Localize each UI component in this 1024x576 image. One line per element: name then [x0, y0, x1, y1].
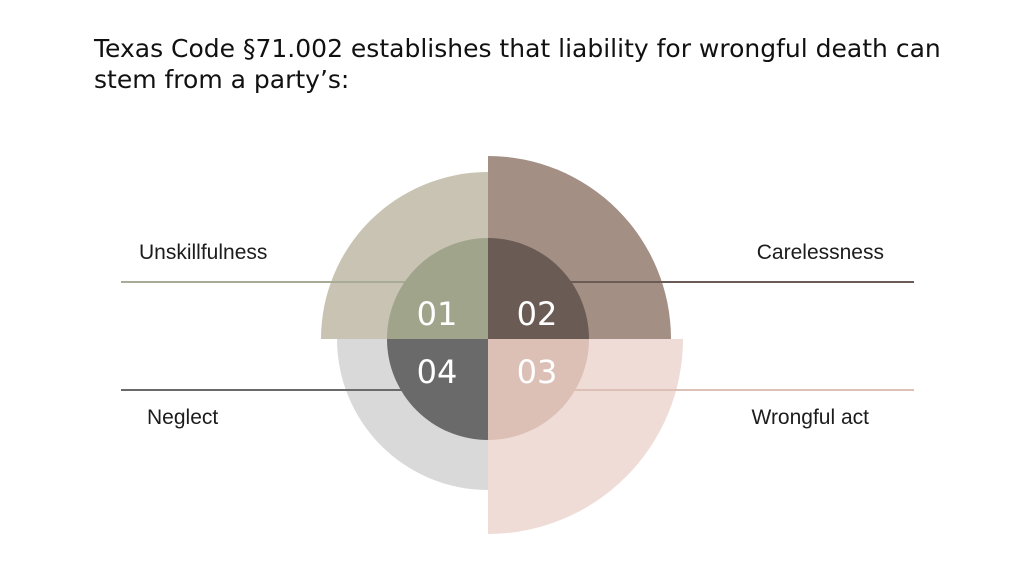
- label-carelessness: Carelessness: [757, 241, 884, 264]
- number-01: 01: [417, 295, 458, 333]
- sector-02-inner: [488, 238, 589, 339]
- label-unskillfulness: Unskillfulness: [139, 241, 267, 264]
- number-02: 02: [517, 295, 558, 333]
- sector-04-inner: [387, 339, 488, 440]
- label-wrongful-act: Wrongful act: [752, 406, 870, 429]
- sector-01-inner: [387, 238, 488, 339]
- label-neglect: Neglect: [147, 406, 218, 429]
- number-04: 04: [417, 353, 458, 391]
- number-03: 03: [517, 353, 558, 391]
- slide-title: Texas Code §71.002 establishes that liab…: [94, 34, 941, 94]
- sector-03-inner: [488, 339, 589, 440]
